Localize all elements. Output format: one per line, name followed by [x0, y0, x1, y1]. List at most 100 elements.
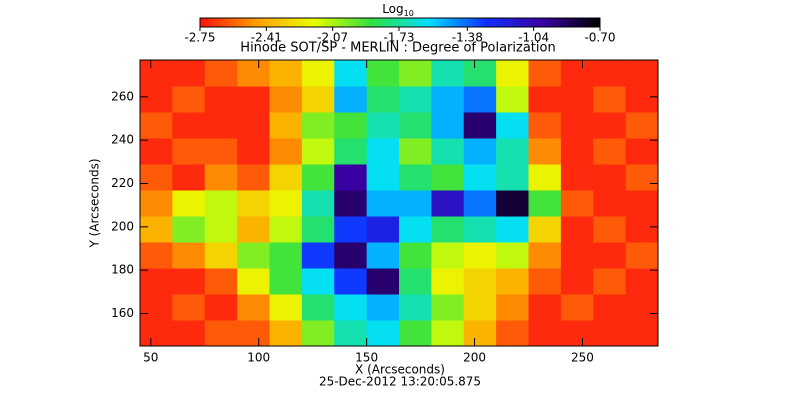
heatmap-cell — [560, 190, 594, 217]
colorbar-tick-label: -1.04 — [518, 31, 549, 45]
heatmap-cell — [496, 86, 529, 113]
heatmap-cell — [431, 60, 465, 87]
heatmap-cell — [334, 268, 368, 295]
heatmap-cell — [399, 268, 432, 295]
heatmap-cell — [463, 242, 497, 269]
heatmap-cell — [334, 164, 368, 191]
heatmap-cell — [204, 216, 238, 243]
heatmap-cell — [172, 294, 206, 321]
heatmap-cell — [237, 242, 270, 269]
heatmap-cell — [528, 320, 562, 347]
heatmap-cell — [269, 86, 303, 113]
heatmap-cell — [399, 138, 432, 165]
heatmap-cell — [496, 294, 529, 321]
plot-frame — [139, 59, 659, 347]
heatmap-cell — [172, 60, 206, 87]
heatmap-cell — [140, 216, 173, 243]
heatmap-cell — [625, 60, 659, 87]
heatmap-cell — [172, 242, 206, 269]
heatmap-cell — [237, 60, 270, 87]
chart-title: Hinode SOT/SP - MERLIN : Degree of Polar… — [240, 41, 555, 56]
heatmap-cell — [334, 190, 368, 217]
heatmap-cell — [528, 138, 562, 165]
heatmap-cell — [237, 112, 270, 139]
heatmap-cell — [366, 164, 400, 191]
heatmap-cell — [593, 294, 627, 321]
heatmap-cell — [431, 112, 465, 139]
heatmap-cell — [463, 60, 497, 87]
heatmap-cell — [301, 112, 335, 139]
heatmap-cell — [593, 86, 627, 113]
heatmap-cell — [593, 320, 627, 347]
heatmap-cell — [593, 190, 627, 217]
heatmap-cell — [528, 268, 562, 295]
heatmap-cell — [560, 164, 594, 191]
heatmap-cell — [431, 164, 465, 191]
heatmap-cell — [237, 86, 270, 113]
heatmap-cell — [334, 86, 368, 113]
heatmap-cell — [625, 242, 659, 269]
heatmap-cell — [399, 242, 432, 269]
heatmap-cell — [560, 242, 594, 269]
heatmap-cell — [366, 86, 400, 113]
heatmap-cell — [301, 60, 335, 87]
y-axis-title: Y (Arcseconds) — [88, 158, 102, 248]
heatmap-cell — [204, 164, 238, 191]
heatmap-cell — [625, 112, 659, 139]
heatmap-cell — [269, 112, 303, 139]
heatmap-cell — [560, 112, 594, 139]
heatmap-cell — [431, 138, 465, 165]
heatmap-cell — [528, 86, 562, 113]
heatmap-cell — [334, 294, 368, 321]
heatmap-cell — [301, 320, 335, 347]
heatmap-cell — [496, 112, 529, 139]
heatmap-cell — [140, 268, 173, 295]
heatmap-cell — [334, 60, 368, 87]
heatmap-cell — [366, 268, 400, 295]
heatmap-cell — [431, 242, 465, 269]
heatmap-cell — [496, 138, 529, 165]
heatmap-cell — [301, 216, 335, 243]
heatmap-cell — [528, 112, 562, 139]
heatmap-cell — [366, 138, 400, 165]
heatmap-cell — [366, 190, 400, 217]
heatmap-cell — [431, 294, 465, 321]
heatmap-cell — [399, 216, 432, 243]
heatmap-cell — [463, 112, 497, 139]
heatmap-cell — [334, 216, 368, 243]
x-tick-label: 200 — [463, 351, 486, 365]
heatmap-cell — [301, 138, 335, 165]
heatmap-cell — [334, 138, 368, 165]
heatmap-cell — [172, 216, 206, 243]
heatmap-cell — [140, 164, 173, 191]
heatmap-cell — [431, 268, 465, 295]
heatmap-cell — [399, 190, 432, 217]
heatmap-cell — [172, 320, 206, 347]
heatmap-cell — [140, 138, 173, 165]
x-axis-title: X (Arcseconds) — [355, 363, 445, 377]
colorbar-title-main: Log — [382, 2, 403, 16]
heatmap-cell — [496, 190, 529, 217]
heatmap-cell — [237, 320, 270, 347]
colorbar — [199, 17, 601, 28]
heatmap-cell — [334, 112, 368, 139]
colorbar-title: Log10 — [382, 2, 414, 18]
heatmap-cell — [593, 216, 627, 243]
heatmap-cell — [560, 268, 594, 295]
heatmap-cell — [204, 60, 238, 87]
x-tick-label: 150 — [355, 351, 378, 365]
heatmap-cell — [301, 242, 335, 269]
heatmap-cell — [204, 294, 238, 321]
heatmap-cell — [140, 190, 173, 217]
heatmap-cell — [237, 268, 270, 295]
heatmap-cell — [366, 294, 400, 321]
heatmap-cell — [496, 242, 529, 269]
heatmap-cell — [269, 294, 303, 321]
heatmap-cell — [269, 190, 303, 217]
heatmap-cell — [237, 164, 270, 191]
heatmap-cell — [269, 216, 303, 243]
heatmap-cell — [140, 112, 173, 139]
heatmap-cell — [528, 164, 562, 191]
heatmap-cell — [269, 60, 303, 87]
